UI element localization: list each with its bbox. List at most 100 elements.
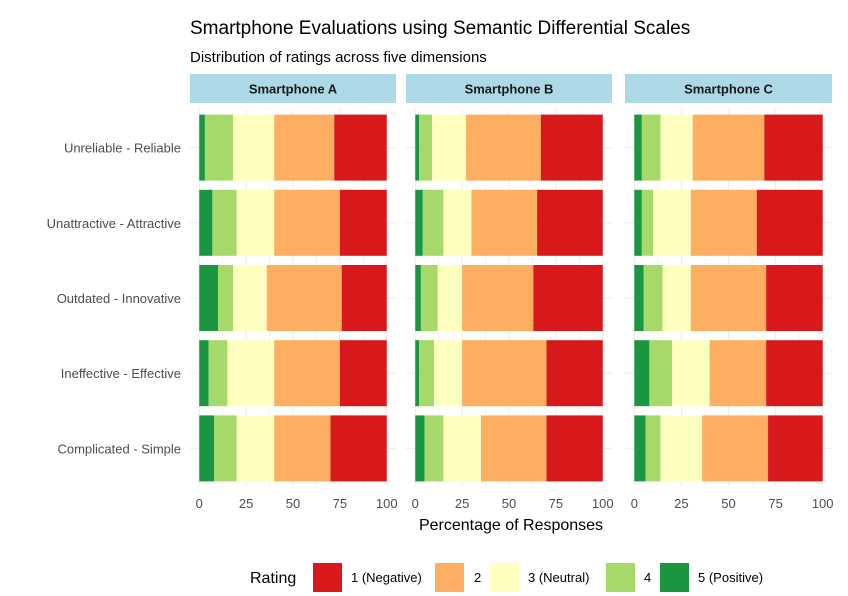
legend-label: 1 (Negative)	[351, 570, 422, 585]
x-tick-label: 25	[455, 496, 469, 511]
bar-segment	[462, 265, 533, 331]
bar-segment	[710, 340, 767, 406]
panel-1: Smartphone B 0 25 50 75 100	[406, 74, 614, 511]
bar-segment	[199, 265, 218, 331]
bar-segment	[237, 415, 274, 481]
bar-segment	[462, 340, 546, 406]
bar-segment	[537, 190, 603, 256]
x-tick-label: 100	[592, 496, 614, 511]
legend-label: 5 (Positive)	[698, 570, 763, 585]
bar-segment	[227, 340, 274, 406]
bar-segment	[340, 340, 387, 406]
bar-segment	[472, 190, 538, 256]
x-tick-label: 25	[674, 496, 688, 511]
x-tick-label: 0	[412, 496, 419, 511]
bar-segment	[209, 340, 228, 406]
bar-segment	[541, 115, 603, 181]
bar-segment	[766, 340, 823, 406]
legend-swatch	[490, 563, 519, 592]
bar-segment	[644, 265, 663, 331]
x-tick-label: 50	[721, 496, 735, 511]
chart-subtitle: Distribution of ratings across five dime…	[190, 49, 487, 66]
bar-segment	[214, 415, 236, 481]
category-labels: Unreliable - Reliable Unattractive - Attr…	[47, 141, 181, 457]
legend-label: 3 (Neutral)	[528, 570, 589, 585]
x-tick-label: 50	[286, 496, 300, 511]
bar-segment	[691, 190, 757, 256]
bar-segment	[419, 340, 434, 406]
bar-segment	[199, 115, 205, 181]
panel-0: Smartphone A 0 25 50 75 100	[190, 74, 398, 511]
bar-segment	[423, 190, 444, 256]
bar-segment	[340, 190, 387, 256]
bar-segment	[481, 415, 547, 481]
bar-segment	[634, 265, 643, 331]
bar-segment	[415, 115, 419, 181]
bar-segment	[233, 265, 267, 331]
panel-2: Smartphone C 0 25 50 75 100	[625, 74, 834, 511]
bar-segment	[342, 265, 387, 331]
bar-segment	[415, 340, 419, 406]
legend-swatch	[313, 563, 342, 592]
bar-segment	[415, 265, 421, 331]
x-tick-label: 100	[812, 496, 834, 511]
category-label: Unattractive - Attractive	[47, 216, 181, 231]
x-tick-label: 100	[376, 496, 398, 511]
bar-segment	[661, 115, 693, 181]
bar-segment	[661, 415, 702, 481]
x-tick-label: 25	[239, 496, 253, 511]
bar-segment	[274, 415, 330, 481]
bar-segment	[199, 415, 214, 481]
category-label: Ineffective - Effective	[61, 366, 181, 381]
bar-segment	[438, 265, 462, 331]
bar-segment	[218, 265, 233, 331]
legend-swatch	[660, 563, 689, 592]
bar-segment	[768, 415, 823, 481]
x-tick-label: 0	[631, 496, 638, 511]
bar-segment	[757, 190, 823, 256]
bar-segment	[421, 265, 438, 331]
bar-segment	[267, 265, 342, 331]
bar-segment	[330, 415, 386, 481]
bar-segment	[764, 115, 822, 181]
x-tick-label: 0	[196, 496, 203, 511]
bar-segment	[634, 340, 649, 406]
bar-segment	[693, 115, 765, 181]
x-tick-label: 75	[768, 496, 782, 511]
legend: Rating 1 (Negative) 2 3 (Neutral) 4 5 (Posit…	[250, 563, 763, 592]
legend-swatch	[606, 563, 635, 592]
legend-label: 4	[644, 570, 651, 585]
facet-strip-label: Smartphone A	[249, 82, 338, 97]
bar-segment	[415, 190, 422, 256]
bar-segment	[237, 190, 274, 256]
bar-segment	[691, 265, 766, 331]
chart-title: Smartphone Evaluations using Semantic Di…	[190, 18, 690, 39]
x-axis-title: Percentage of Responses	[419, 517, 603, 534]
category-label: Complicated - Simple	[57, 441, 181, 456]
bar-segment	[425, 415, 444, 481]
category-label: Outdated - Innovative	[57, 291, 181, 306]
bar-segment	[443, 415, 480, 481]
facet-strip-label: Smartphone B	[465, 82, 554, 97]
bar-segment	[334, 115, 386, 181]
bar-segment	[766, 265, 823, 331]
bar-segment	[274, 190, 340, 256]
facet-strip-label: Smartphone C	[684, 82, 773, 97]
bar-segment	[646, 415, 661, 481]
bar-segment	[634, 415, 645, 481]
bar-segment	[642, 115, 661, 181]
bar-segment	[212, 190, 236, 256]
bar-segment	[672, 340, 710, 406]
bar-segment	[702, 415, 768, 481]
bar-segment	[199, 190, 212, 256]
bar-segment	[443, 190, 471, 256]
legend-label: 2	[474, 570, 481, 585]
bar-segment	[199, 340, 208, 406]
x-tick-label: 75	[333, 496, 347, 511]
bar-segment	[466, 115, 541, 181]
bar-segment	[546, 340, 602, 406]
facet-panels: Smartphone A 0 25 50 75 100 Smartphone B 0 25 50 7…	[190, 74, 834, 511]
category-label: Unreliable - Reliable	[64, 141, 181, 156]
x-tick-label: 75	[549, 496, 563, 511]
bar-segment	[642, 190, 653, 256]
